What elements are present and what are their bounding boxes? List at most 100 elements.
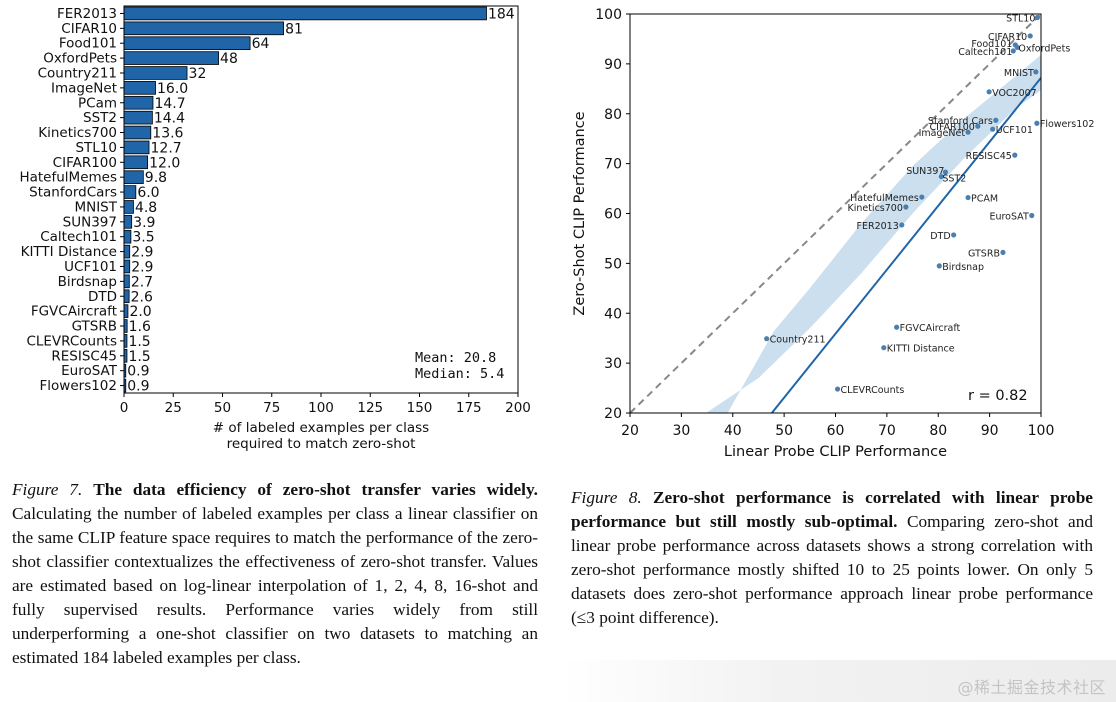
bar [123, 95, 154, 110]
data-point [965, 129, 971, 135]
category-label: Food101 [59, 36, 117, 52]
bar [123, 110, 153, 125]
value-label: 0.9 [127, 379, 149, 395]
point-label: SUN397 [906, 166, 944, 177]
bar [123, 125, 152, 140]
data-point [1014, 44, 1020, 51]
x-tick-label: 80 [929, 423, 947, 439]
value-label: 1.5 [128, 349, 150, 365]
x-tick-label: 30 [672, 423, 690, 439]
category-label: HatefulMemes [19, 170, 117, 186]
category-label: StanfordCars [29, 185, 117, 201]
category-label: SUN397 [63, 214, 117, 230]
data-point [1029, 212, 1035, 219]
point-label: FGVCAircraft [900, 323, 961, 334]
bar [123, 21, 284, 36]
data-point [986, 89, 992, 95]
x-tick-label: 150 [407, 400, 433, 416]
x-axis-label: # of labeled examples per class [213, 420, 429, 436]
value-label: 2.9 [131, 245, 153, 261]
point-label: KITTI Distance [887, 344, 955, 355]
value-label: 12.0 [149, 155, 180, 171]
data-point [965, 194, 971, 201]
value-label: 81 [285, 21, 303, 37]
data-point [894, 324, 900, 330]
category-label: DTD [88, 289, 117, 305]
data-point [764, 336, 770, 342]
value-label: 2.6 [131, 289, 153, 305]
value-label: 32 [189, 66, 207, 82]
y-tick-label: 30 [604, 356, 622, 372]
figure-7-label: Figure 7. [12, 480, 83, 499]
category-label: Kinetics700 [38, 125, 117, 141]
value-label: 1.6 [129, 319, 151, 335]
point-label: FER2013 [857, 221, 899, 232]
bar [123, 170, 144, 184]
y-axis-label: Zero-Shot CLIP Performance [572, 111, 588, 315]
point-label: Caltech101 [958, 47, 1012, 58]
data-point [899, 222, 905, 228]
point-label: DTD [930, 231, 950, 242]
point-label: Kinetics700 [847, 203, 902, 214]
point-label: Food101 [971, 39, 1012, 50]
figure-7-body: Calculating the number of labeled exampl… [12, 504, 538, 667]
x-tick-label: 125 [357, 400, 383, 416]
bar [123, 140, 150, 155]
value-label: 14.7 [154, 96, 185, 112]
category-label: Caltech101 [40, 229, 117, 245]
bar [123, 51, 219, 65]
value-label: 64 [252, 36, 270, 52]
bar [123, 200, 134, 214]
data-point [1034, 14, 1041, 21]
point-label: Flowers102 [1040, 119, 1095, 130]
x-tick-label: 90 [981, 423, 999, 439]
point-label: GTSRB [968, 248, 1000, 259]
y-tick-label: 60 [604, 207, 622, 223]
data-point [993, 117, 999, 123]
bar [123, 304, 129, 318]
category-label: CLEVRCounts [26, 333, 117, 349]
category-label: SST2 [83, 110, 117, 126]
data-point [903, 204, 909, 210]
value-label: 6.0 [137, 185, 159, 201]
category-label: Flowers102 [40, 378, 117, 394]
value-label: 13.6 [152, 126, 183, 142]
x-axis-label: required to match zero-shot [227, 436, 416, 452]
diagonal-line [629, 13, 1042, 414]
bar [123, 66, 188, 80]
data-point [1012, 152, 1018, 158]
bar [123, 229, 132, 244]
value-label: 12.7 [151, 140, 182, 156]
value-label: 2.9 [131, 259, 153, 275]
data-point [1034, 120, 1040, 126]
figure-8-label: Figure 8. [571, 488, 642, 507]
point-label: ImageNet [919, 128, 966, 139]
category-label: EuroSAT [61, 363, 118, 379]
y-tick-label: 90 [604, 57, 622, 73]
category-label: STL10 [75, 140, 117, 156]
point-label: PCAM [971, 194, 998, 205]
data-point [951, 232, 957, 238]
bar [123, 259, 131, 274]
correlation-annotation: r = 0.82 [968, 388, 1028, 404]
point-label: SST2 [942, 174, 966, 185]
bar [123, 81, 156, 95]
median-annotation: Median: 5.4 [415, 366, 504, 382]
x-tick-label: 175 [456, 400, 482, 416]
data-point [881, 345, 887, 351]
data-point [942, 169, 949, 175]
category-label: PCam [78, 95, 117, 111]
x-tick-label: 200 [505, 400, 531, 416]
point-label: VOC2007 [992, 88, 1037, 99]
figure-7-caption: Figure 7. The data efficiency of zero-sh… [12, 478, 538, 670]
x-tick-label: 100 [308, 400, 334, 416]
data-point [919, 194, 925, 200]
value-label: 2.0 [129, 304, 151, 320]
x-tick-label: 70 [878, 423, 896, 439]
point-label: MNIST [1004, 68, 1034, 79]
data-point [1027, 33, 1033, 39]
category-label: KITTI Distance [21, 244, 117, 260]
data-point [990, 126, 996, 132]
x-tick-label: 40 [724, 423, 742, 439]
category-label: RESISC45 [51, 348, 117, 364]
